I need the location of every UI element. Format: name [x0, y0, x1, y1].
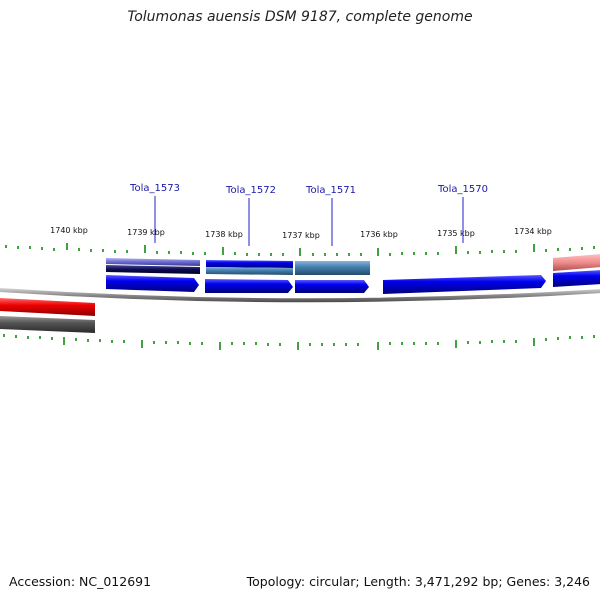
cds-track-forward: [106, 270, 600, 294]
genome-backbone: [0, 288, 600, 303]
ruler-label: 1734 kbp: [514, 227, 552, 236]
ruler-label: 1737 kbp: [282, 231, 320, 240]
genome-summary-text: Topology: circular; Length: 3,471,292 bp…: [246, 574, 590, 589]
accession-text: Accession: NC_012691: [9, 574, 152, 589]
gene-leader-lines: [154, 196, 464, 246]
cds-bar-red[interactable]: [0, 298, 95, 316]
gene-label-tola-1573[interactable]: Tola_1573: [129, 183, 180, 194]
cds-arrow[interactable]: [383, 275, 546, 294]
feature-bar-navy[interactable]: [106, 265, 200, 274]
ruler-label: 1739 kbp: [127, 228, 165, 237]
cds-arrow[interactable]: [295, 280, 369, 293]
gene-label-tola-1570[interactable]: Tola_1570: [437, 184, 488, 195]
cds-track-reverse: [0, 298, 95, 333]
feature-bar-steelblue[interactable]: [206, 267, 293, 275]
gene-label-tola-1571[interactable]: Tola_1571: [305, 185, 356, 196]
inner-ruler-ticks: [3, 334, 595, 350]
outer-ruler-ticks: [5, 243, 595, 256]
feature-track-outer: [106, 254, 600, 275]
ruler-label: 1738 kbp: [205, 230, 243, 239]
cds-bar-gray[interactable]: [0, 316, 95, 333]
ruler-label: 1740 kbp: [50, 226, 88, 235]
outer-tick-track: [5, 243, 595, 256]
page-title: Tolumonas auensis DSM 9187, complete gen…: [127, 9, 473, 25]
feature-bar-steelblue[interactable]: [295, 261, 370, 275]
ruler-labels: 1740 kbp 1739 kbp 1738 kbp 1737 kbp 1736…: [50, 226, 552, 240]
gene-label-tola-1572[interactable]: Tola_1572: [225, 185, 276, 196]
cds-arrow[interactable]: [106, 275, 199, 292]
feature-bar-slateblue[interactable]: [106, 258, 200, 266]
ruler-label: 1735 kbp: [437, 229, 475, 238]
inner-tick-track: [3, 334, 595, 350]
gene-labels: Tola_1573 Tola_1572 Tola_1571 Tola_1570: [129, 183, 488, 196]
feature-bar-blue[interactable]: [206, 260, 293, 268]
ruler-label: 1736 kbp: [360, 230, 398, 239]
feature-bar-pink[interactable]: [553, 254, 600, 271]
cds-arrow[interactable]: [553, 270, 600, 287]
cds-arrow[interactable]: [205, 279, 293, 293]
